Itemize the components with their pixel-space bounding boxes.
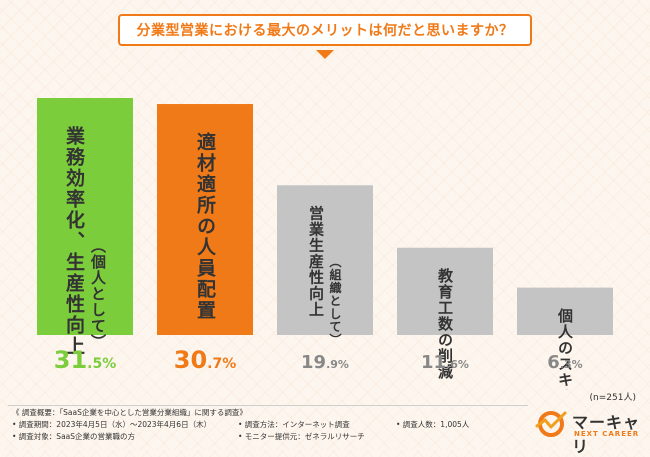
value-label-3: 19.9% (301, 352, 349, 373)
bar-1 (37, 98, 133, 335)
monitor-provider: • モニター提供元：ゼネラルリサーチ (238, 432, 365, 441)
value-label-1: 31.5% (54, 346, 117, 374)
footer-divider (8, 405, 528, 406)
chart-title: 分業型営業における最大のメリットは何だと思いますか？ (118, 14, 532, 46)
bar-sublabel-3: （組織として） (328, 255, 342, 346)
title-arrow (316, 50, 334, 59)
bar-sublabel-1: （個人として） (89, 238, 107, 350)
survey-count: • 調査人数：1,005人 (396, 420, 470, 429)
bar-2 (157, 104, 253, 336)
bar-label-5: 個人のスキルアップ (556, 307, 574, 390)
survey-target: • 調査対象：SaaS企業の営業職の方 (12, 432, 136, 441)
value-label-2: 30.7% (174, 346, 237, 374)
value-label-5: 6.3% (547, 352, 582, 373)
bar-3 (277, 185, 373, 335)
bar-chart: 業務効率化、生産性向上 （個人として）31.5% 適材適所の人員配置 30.7% 営業生… (37, 98, 613, 390)
chart-logo-icon (535, 411, 567, 437)
value-label-4: 11.6% (421, 352, 469, 373)
bar-label-3: 営業生産性向上 (307, 204, 325, 317)
bar-5 (517, 287, 613, 335)
sample-size-note: (n=251人) (589, 393, 636, 403)
bar-label-2: 適材適所の人員配置 (194, 131, 216, 321)
bar-label-4: 教育工数の削減 (436, 267, 454, 380)
survey-method: • 調査方法：インターネット調査 (238, 420, 350, 429)
bar-label-1: 業務効率化、生産性向上 (63, 125, 86, 357)
survey-overview: 《 調査概要：「SaaS企業を中心とした営業分業組織」に関する調査》 (12, 408, 247, 417)
brand-subtitle: NEXT CAREER (574, 430, 640, 438)
bar-4 (397, 247, 493, 335)
survey-period: • 調査期間：2023年4月5日（水）～2023年4月6日（木） (12, 420, 212, 429)
